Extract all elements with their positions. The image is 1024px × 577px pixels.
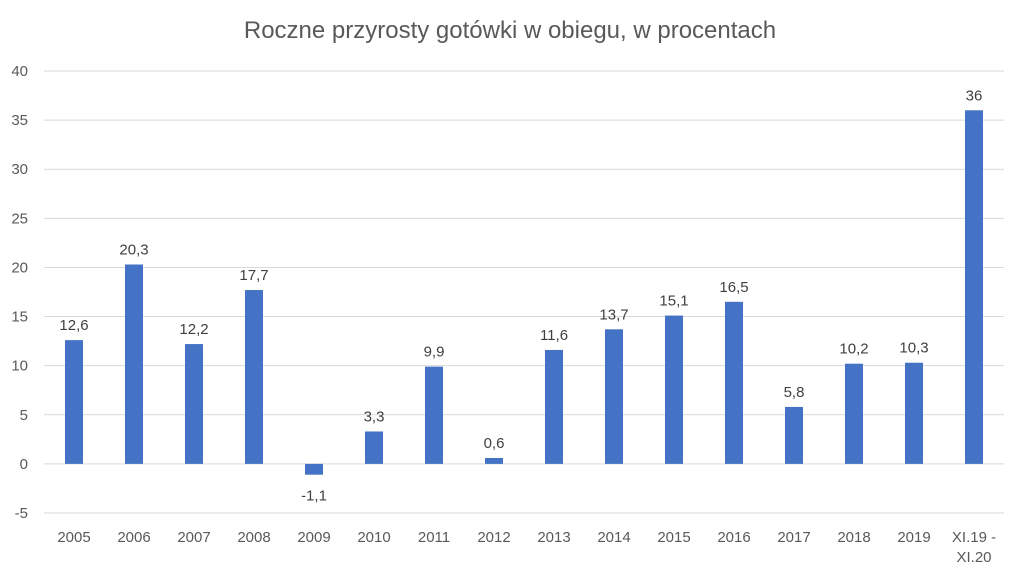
x-axis-ticks: 2005 2006 2007 2008 2009 2010 2011 2012 2013 2014… <box>57 529 996 566</box>
data-label: 20,3 <box>119 241 148 258</box>
x-tick-label: 2010 <box>357 529 390 546</box>
bar <box>725 301 743 464</box>
x-tick-label: 2013 <box>537 529 570 546</box>
x-tick-label: 2005 <box>57 529 90 546</box>
bar <box>245 290 263 464</box>
data-label: 12,6 <box>59 317 88 334</box>
bar <box>545 349 563 464</box>
gridlines <box>44 70 1004 514</box>
bar <box>365 431 383 464</box>
data-label: 9,9 <box>424 344 445 361</box>
x-tick-label: 2015 <box>657 529 690 546</box>
y-tick-label: 0 <box>20 456 28 473</box>
y-tick-label: -5 <box>15 505 28 522</box>
bar <box>65 340 83 464</box>
x-tick-label: 2009 <box>297 529 330 546</box>
data-label: 13,7 <box>599 306 628 323</box>
y-tick-label: 25 <box>11 210 28 227</box>
data-label: 10,2 <box>839 341 868 358</box>
bar <box>785 406 803 464</box>
x-tick-label: 2014 <box>597 529 630 546</box>
bar <box>305 463 323 475</box>
x-tick-label: 2017 <box>777 529 810 546</box>
bar <box>125 264 143 464</box>
data-label: 36 <box>966 87 983 104</box>
y-tick-label: 15 <box>11 309 28 326</box>
y-tick-label: 30 <box>11 161 28 178</box>
x-tick-label: 2018 <box>837 529 870 546</box>
x-tick-label: 2008 <box>237 529 270 546</box>
data-label: 12,2 <box>179 321 208 338</box>
x-tick-label: 2019 <box>897 529 930 546</box>
data-label: 15,1 <box>659 293 688 310</box>
chart-title: Roczne przyrosty gotówki w obiegu, w pro… <box>244 17 776 44</box>
y-tick-label: 5 <box>20 407 28 424</box>
y-axis-ticks: -5 0 5 10 15 20 25 30 35 40 <box>11 63 28 522</box>
x-tick-label: 2006 <box>117 529 150 546</box>
x-tick-label: 2007 <box>177 529 210 546</box>
bar <box>185 344 203 464</box>
y-tick-label: 10 <box>11 358 28 375</box>
x-tick-label: 2011 <box>418 529 450 546</box>
data-labels: 12,6 20,3 12,2 17,7 -1,1 3,3 9,9 0,6 11,6 13,7 15,… <box>59 87 982 504</box>
data-label: 0,6 <box>484 435 505 452</box>
bar <box>485 457 503 464</box>
y-tick-label: 35 <box>11 112 28 129</box>
bar <box>665 315 683 464</box>
bar <box>425 366 443 464</box>
bar <box>845 363 863 464</box>
data-label: 10,3 <box>899 340 928 357</box>
bar <box>605 329 623 464</box>
bar <box>965 110 983 464</box>
x-tick-label: 2012 <box>477 529 510 546</box>
bars <box>65 110 983 475</box>
data-label: 5,8 <box>784 384 805 401</box>
data-label: 17,7 <box>239 267 268 284</box>
x-tick-label: 2016 <box>717 529 750 546</box>
data-label: 3,3 <box>364 408 385 425</box>
y-tick-label: 20 <box>11 259 28 276</box>
data-label: 11,6 <box>540 327 568 344</box>
data-label: -1,1 <box>301 488 327 505</box>
x-tick-label: XI.19 -XI.20 <box>952 529 996 566</box>
y-tick-label: 40 <box>11 63 28 80</box>
data-label: 16,5 <box>719 279 748 296</box>
bar <box>905 362 923 464</box>
